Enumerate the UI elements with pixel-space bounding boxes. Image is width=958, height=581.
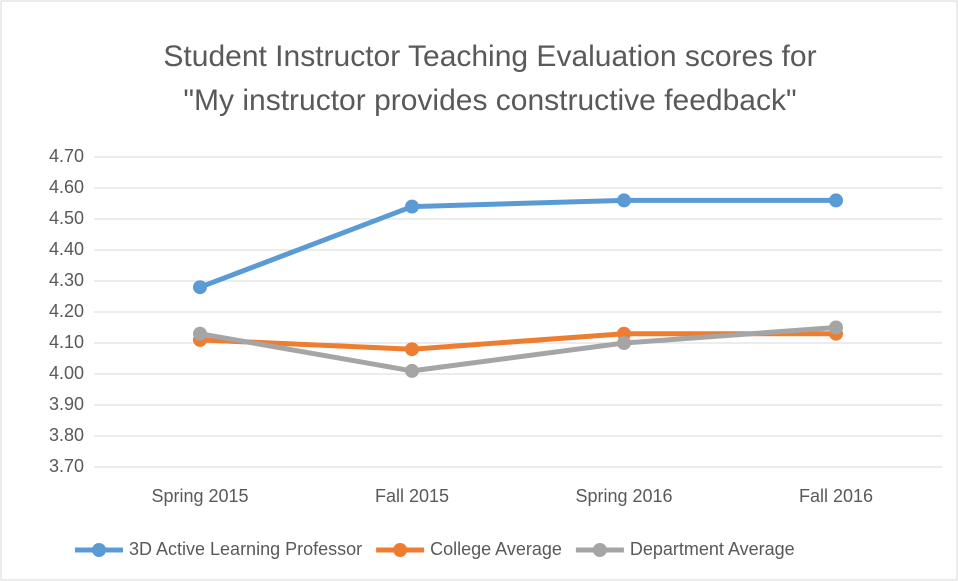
- y-tick-label: 4.00: [49, 363, 84, 383]
- y-tick-label: 3.70: [49, 456, 84, 476]
- chart-title: Student Instructor Teaching Evaluation s…: [163, 40, 816, 73]
- legend-marker: [393, 543, 408, 557]
- series-line: [199, 325, 837, 374]
- data-point: [617, 193, 631, 208]
- y-tick-label: 4.40: [49, 239, 84, 259]
- y-tick-label: 4.20: [49, 301, 84, 321]
- series-line: [199, 197, 836, 290]
- data-point: [193, 326, 207, 341]
- data-point: [405, 363, 419, 378]
- data-point: [405, 199, 419, 214]
- data-point: [617, 336, 631, 350]
- legend-marker: [592, 543, 607, 557]
- data-point: [405, 342, 419, 357]
- x-tick-label: Fall 2015: [375, 486, 449, 506]
- data-point: [193, 280, 207, 295]
- y-tick-label: 4.70: [49, 146, 84, 166]
- chart-title: "My instructor provides constructive fee…: [183, 84, 796, 117]
- y-tick-label: 3.80: [49, 425, 84, 445]
- y-tick-label: 4.50: [49, 208, 84, 228]
- y-tick-label: 3.90: [49, 394, 84, 414]
- y-tick-label: 4.60: [49, 177, 84, 197]
- x-tick-label: Spring 2015: [151, 486, 248, 506]
- y-tick-label: 4.10: [49, 332, 84, 352]
- x-tick-label: Fall 2016: [799, 486, 873, 506]
- legend-marker: [92, 543, 106, 557]
- legend-label: Department Average: [630, 539, 795, 559]
- legend-label: 3D Active Learning Professor: [129, 539, 362, 559]
- x-tick-label: Spring 2016: [575, 486, 672, 506]
- data-point: [829, 320, 843, 335]
- y-tick-label: 4.30: [49, 270, 84, 290]
- data-point: [829, 193, 843, 208]
- legend-label: College Average: [430, 539, 562, 559]
